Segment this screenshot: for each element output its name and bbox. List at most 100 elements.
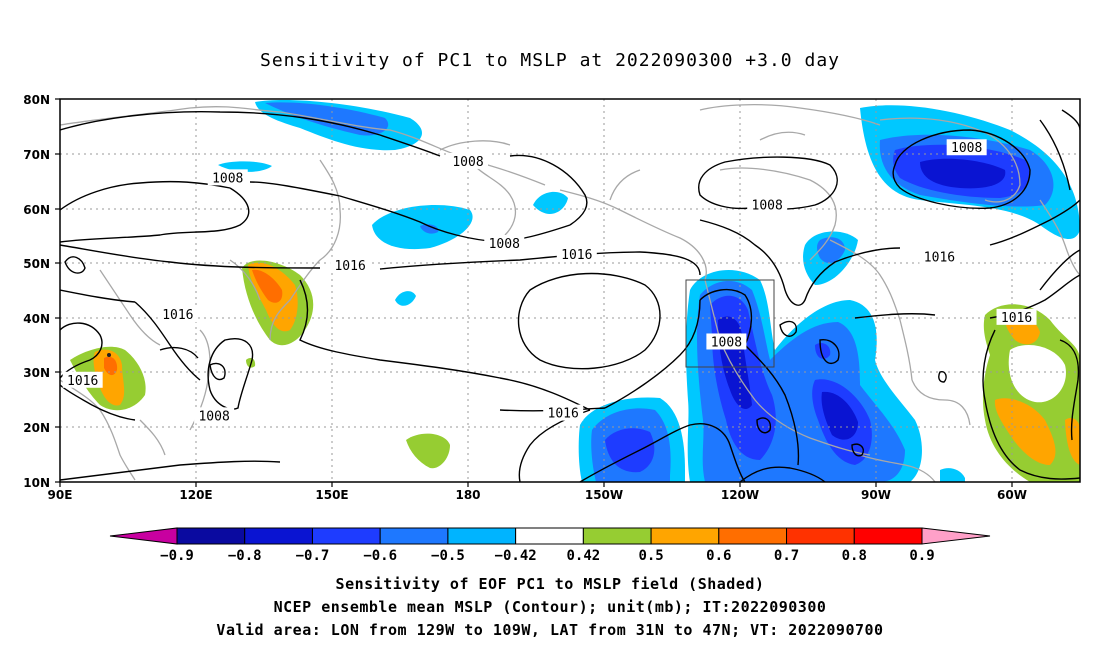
lon-label-120w: 120W bbox=[721, 488, 759, 502]
contour-label-text: 1016 bbox=[334, 259, 365, 274]
colorbar-tick-label: 0.5 bbox=[638, 548, 663, 564]
colorbar-tick-label: −0.8 bbox=[228, 548, 262, 564]
colorbar-tick-label: 0.8 bbox=[842, 548, 867, 564]
shade-light-blue bbox=[533, 191, 568, 214]
colorbar-segment bbox=[447, 527, 517, 545]
colorbar-tick-label: −0.5 bbox=[431, 548, 465, 564]
lon-label-120e: 120E bbox=[179, 488, 212, 502]
contour-label: 1008 bbox=[194, 407, 235, 424]
contour-label-bg bbox=[157, 306, 198, 323]
caption-line-3: Valid area: LON from 129W to 109W, LAT f… bbox=[216, 621, 884, 639]
colorbar-segment bbox=[582, 527, 652, 545]
colorbar-tick-label: 0.6 bbox=[706, 548, 731, 564]
contour-label: 1008 bbox=[207, 169, 248, 186]
contour-label-text: 1008 bbox=[198, 409, 229, 424]
lon-label-150e: 150E bbox=[315, 488, 348, 502]
colorbar-tick-label: 0.9 bbox=[909, 548, 934, 564]
colorbar-tick-label: −0.9 bbox=[160, 548, 194, 564]
contour-label-text: 1008 bbox=[452, 155, 483, 170]
lon-label-60w: 60W bbox=[997, 488, 1027, 502]
contour-label-bg bbox=[556, 245, 597, 262]
contour-label-text: 1016 bbox=[162, 308, 193, 323]
lon-label-90w: 90W bbox=[861, 488, 891, 502]
lat-label-50n: 50N bbox=[23, 257, 50, 271]
contour-label-text: 1016 bbox=[924, 251, 955, 266]
colorbar-segment bbox=[786, 527, 855, 545]
contour-label-text: 1008 bbox=[489, 237, 520, 252]
contour-label-bg bbox=[946, 139, 987, 156]
lat-label-70n: 70N bbox=[23, 148, 50, 162]
contour-label-bg bbox=[484, 234, 525, 251]
lat-label-40n: 40N bbox=[23, 312, 50, 326]
contour-label-text: 1016 bbox=[548, 407, 579, 422]
contour-label-bg bbox=[62, 371, 103, 388]
contour-label-text: 1008 bbox=[711, 335, 742, 350]
colorbar-tick-label: −0.42 bbox=[495, 548, 537, 564]
colorbar-segment bbox=[650, 527, 720, 545]
colorbar-end-high bbox=[921, 527, 991, 545]
lat-label-30n: 30N bbox=[23, 366, 50, 380]
lon-label-180: 180 bbox=[455, 488, 480, 502]
contour-label-text: 1016 bbox=[67, 374, 98, 389]
colorbar-segment bbox=[379, 527, 449, 545]
axis-ticks bbox=[55, 98, 1013, 487]
colorbar-segment bbox=[515, 527, 584, 545]
longitude-labels: 90E 120E 150E 180 150W 120W 90W 60W bbox=[48, 488, 1027, 502]
colorbar-tick-label: 0.7 bbox=[774, 548, 799, 564]
shade-dark-blue bbox=[920, 158, 1006, 189]
shade-orange bbox=[994, 398, 1056, 465]
colorbar-tick-label: 0.42 bbox=[567, 548, 601, 564]
colorbar-segment bbox=[244, 527, 313, 545]
contour-label-bg bbox=[543, 404, 584, 421]
contour-label: 1016 bbox=[556, 245, 597, 263]
figure-title: Sensitivity of PC1 to MSLP at 2022090300… bbox=[259, 50, 840, 71]
shade-dark-orange bbox=[252, 269, 283, 303]
shade-green bbox=[406, 433, 450, 469]
lon-label-150w: 150W bbox=[585, 488, 623, 502]
valid-area-box bbox=[685, 279, 775, 368]
colorbar: −0.9 −0.8 −0.7 −0.6 −0.5 −0.42 0.42 0.5 0.6 0.7 0.… bbox=[109, 527, 991, 564]
shade-light-blue bbox=[218, 161, 272, 172]
contour-label-text: 1008 bbox=[951, 141, 982, 156]
contour-label-bg bbox=[448, 152, 488, 169]
lon-label-90e: 90E bbox=[48, 488, 73, 502]
contour-label-text: 1008 bbox=[752, 199, 783, 214]
colorbar-tick-label: −0.7 bbox=[296, 548, 330, 564]
colorbar-end-low bbox=[109, 527, 178, 545]
contour-label-bg bbox=[706, 333, 747, 350]
contour-labels: 1008 1008 1008 1016 1016 1016 1008 1016 1016 1008… bbox=[62, 139, 1037, 424]
contour-label: 1016 bbox=[996, 308, 1037, 326]
contour-label-bg bbox=[330, 256, 371, 273]
contour-label-text: 1016 bbox=[561, 248, 592, 263]
shade-light-blue bbox=[940, 468, 965, 482]
contour-label: 1016 bbox=[62, 371, 103, 389]
contour-label-text: 1008 bbox=[212, 171, 243, 186]
shade-blue bbox=[815, 343, 831, 359]
shade-mid-blue bbox=[265, 102, 389, 136]
contour-label-bg bbox=[919, 248, 960, 265]
contour-label-bg bbox=[207, 169, 248, 186]
caption-line-2: NCEP ensemble mean MSLP (Contour); unit(… bbox=[273, 598, 827, 616]
lat-label-10n: 10N bbox=[23, 476, 50, 490]
contour-label: 1008 bbox=[706, 333, 747, 350]
coastlines bbox=[60, 104, 1080, 482]
colorbar-segment bbox=[311, 527, 381, 545]
lat-label-60n: 60N bbox=[23, 203, 50, 217]
shade-dark-blue bbox=[821, 391, 858, 440]
colorbar-segment bbox=[718, 527, 788, 545]
contour-label: 1008 bbox=[946, 139, 987, 156]
lat-label-80n: 80N bbox=[23, 93, 50, 107]
contour-label: 1016 bbox=[330, 256, 371, 274]
colorbar-segment bbox=[176, 527, 246, 545]
shade-orange bbox=[1065, 418, 1080, 465]
contour-label: 1008 bbox=[448, 152, 488, 170]
shade-light-blue bbox=[395, 291, 416, 306]
marker-dot bbox=[107, 353, 111, 357]
contour-label: 1016 bbox=[157, 306, 198, 323]
colorbar-tick-label: −0.6 bbox=[363, 548, 397, 564]
contour-label: 1008 bbox=[484, 234, 525, 252]
contour-label: 1016 bbox=[543, 404, 584, 422]
shade-dark-orange bbox=[104, 356, 118, 376]
contour-label-text: 1016 bbox=[1001, 311, 1032, 326]
